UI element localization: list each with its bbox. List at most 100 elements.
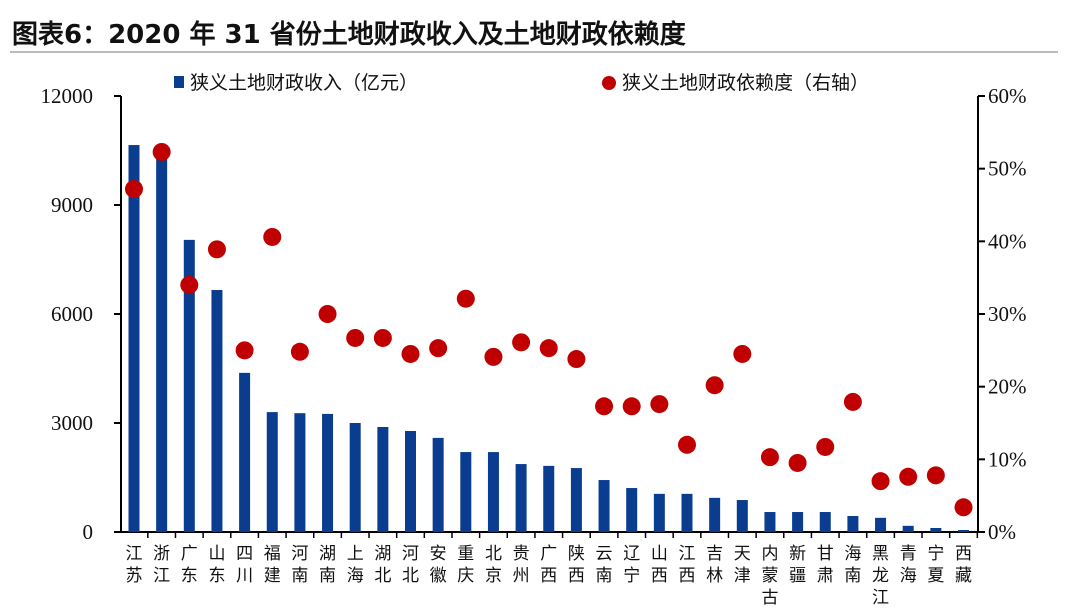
category-label: 庆 xyxy=(457,566,474,586)
category-label: 宁 xyxy=(623,566,640,586)
right-tick-label: 30% xyxy=(988,302,1027,326)
left-tick-label: 9000 xyxy=(51,193,93,217)
bar xyxy=(515,464,527,532)
category-label: 西 xyxy=(651,566,668,586)
category-label: 京 xyxy=(485,566,502,586)
category-label: 龙 xyxy=(872,566,889,586)
dependency-dot xyxy=(705,376,724,395)
bar xyxy=(543,465,555,532)
category-label: 古 xyxy=(761,588,778,608)
category-label: 徽 xyxy=(430,566,447,586)
left-tick-label: 3000 xyxy=(51,411,93,435)
dependency-dot xyxy=(125,180,143,199)
left-tick-label: 6000 xyxy=(51,302,93,326)
category-label: 南 xyxy=(844,566,861,586)
legend-dot-label: 狭义土地财政依赖度（右轴） xyxy=(622,72,869,94)
dependency-dot xyxy=(954,498,973,517)
dependency-dot xyxy=(512,333,531,352)
dependency-dot xyxy=(650,395,669,414)
category-label: 宁 xyxy=(927,544,944,564)
bar xyxy=(156,157,168,533)
dependency-dot xyxy=(346,328,365,347)
category-label: 东 xyxy=(208,566,225,586)
category-label: 夏 xyxy=(927,566,944,586)
category-label: 北 xyxy=(374,566,391,586)
bar xyxy=(902,525,914,532)
bar xyxy=(570,468,582,532)
dependency-dot xyxy=(290,342,309,361)
category-label: 南 xyxy=(319,566,336,586)
bar xyxy=(266,412,278,532)
category-label: 上 xyxy=(347,544,364,564)
dependency-dot xyxy=(678,435,696,454)
category-label: 西 xyxy=(679,566,696,586)
category-label: 江 xyxy=(679,544,696,564)
category-label: 甘 xyxy=(817,544,834,564)
dependency-dot xyxy=(263,227,282,246)
legend-bar-swatch xyxy=(174,76,184,88)
category-label: 津 xyxy=(734,566,751,586)
title-divider xyxy=(10,51,1058,53)
category-label: 南 xyxy=(291,566,308,586)
category-label: 海 xyxy=(347,566,364,586)
category-label: 河 xyxy=(402,544,419,564)
bar xyxy=(460,452,472,532)
dependency-dot xyxy=(235,341,254,360)
category-label: 山 xyxy=(651,544,668,564)
right-tick-label: 10% xyxy=(988,447,1027,471)
bar xyxy=(377,426,389,532)
category-label: 新 xyxy=(789,544,806,564)
legend-bar-label: 狭义土地财政收入（亿元） xyxy=(190,72,418,94)
category-label: 山 xyxy=(208,544,225,564)
category-label: 北 xyxy=(402,566,419,586)
category-label: 西 xyxy=(568,566,585,586)
dependency-dot xyxy=(788,453,807,472)
right-tick-label: 60% xyxy=(988,84,1027,108)
category-label: 辽 xyxy=(623,544,640,564)
category-label: 浙 xyxy=(153,544,170,564)
category-label: 川 xyxy=(236,566,253,586)
dependency-dot xyxy=(899,467,918,486)
category-label: 安 xyxy=(430,544,447,564)
dependency-dot xyxy=(926,466,945,485)
bar xyxy=(183,239,195,532)
bar xyxy=(294,413,306,532)
right-tick-label: 40% xyxy=(988,229,1027,253)
category-label: 内 xyxy=(761,544,778,564)
dependency-dot xyxy=(401,344,420,363)
category-label: 蒙 xyxy=(761,566,778,586)
right-tick-label: 20% xyxy=(988,375,1027,399)
category-label: 建 xyxy=(264,566,281,586)
category-label: 肃 xyxy=(817,566,834,586)
bar xyxy=(405,430,416,532)
category-label: 南 xyxy=(596,566,613,586)
bar xyxy=(819,512,831,532)
category-label: 广 xyxy=(181,544,198,564)
dependency-dot xyxy=(484,347,503,366)
bar xyxy=(487,452,499,532)
bar xyxy=(681,493,693,532)
dependency-dot xyxy=(733,344,752,363)
dependency-dot xyxy=(456,289,475,308)
category-label: 吉 xyxy=(706,544,723,564)
right-tick-label: 50% xyxy=(988,157,1027,181)
bar xyxy=(626,488,638,532)
bar xyxy=(239,372,251,532)
bar xyxy=(764,512,776,532)
category-label: 西 xyxy=(540,566,557,586)
category-label: 藏 xyxy=(955,566,972,586)
category-label: 重 xyxy=(457,544,474,564)
category-label: 黑 xyxy=(872,544,889,564)
category-label: 天 xyxy=(734,544,751,564)
left-tick-label: 12000 xyxy=(41,84,94,108)
category-label: 海 xyxy=(844,544,861,564)
bar xyxy=(322,413,334,532)
category-label: 广 xyxy=(540,544,557,564)
bar xyxy=(958,530,969,532)
category-label: 福 xyxy=(264,544,281,564)
dependency-dot xyxy=(373,328,392,347)
category-label: 贵 xyxy=(513,544,530,564)
category-label: 州 xyxy=(513,566,530,586)
dependency-dot xyxy=(760,448,779,467)
